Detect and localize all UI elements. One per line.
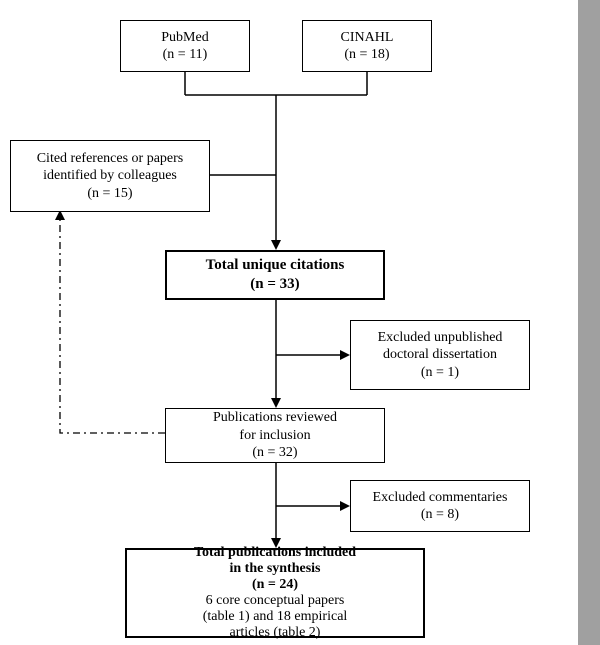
node-text: Excluded commentaries <box>373 489 508 507</box>
node-total-included: Total publications included in the synth… <box>125 548 425 638</box>
node-text: 6 core conceptual papers <box>206 593 345 609</box>
node-cinahl: CINAHL (n = 18) <box>302 20 432 72</box>
node-text: (table 1) and 18 empirical <box>203 609 348 625</box>
node-text: articles (table 2) <box>230 625 321 641</box>
node-text: (n = 8) <box>421 506 459 524</box>
node-text: (n = 32) <box>252 444 297 462</box>
node-reviewed: Publications reviewed for inclusion (n =… <box>165 408 385 463</box>
node-text: (n = 33) <box>250 275 299 294</box>
node-pubmed: PubMed (n = 11) <box>120 20 250 72</box>
node-text: Total unique citations <box>206 256 345 275</box>
flowchart-canvas: PubMed (n = 11) CINAHL (n = 18) Cited re… <box>0 0 600 645</box>
node-excluded-commentaries: Excluded commentaries (n = 8) <box>350 480 530 532</box>
node-cited-refs: Cited references or papers identified by… <box>10 140 210 212</box>
node-text: in the synthesis <box>229 561 320 577</box>
vertical-scrollbar[interactable] <box>578 0 600 645</box>
node-text: CINAHL <box>341 29 394 47</box>
node-text: doctoral dissertation <box>383 346 497 364</box>
node-text: Publications reviewed <box>213 409 337 427</box>
node-text: (n = 18) <box>344 46 389 64</box>
node-text: (n = 24) <box>252 577 298 593</box>
node-text: Cited references or papers <box>37 150 184 168</box>
node-text: Excluded unpublished <box>378 329 503 347</box>
node-text: (n = 11) <box>163 46 208 64</box>
node-excluded-dissertation: Excluded unpublished doctoral dissertati… <box>350 320 530 390</box>
node-text: (n = 15) <box>87 185 132 203</box>
node-text: (n = 1) <box>421 364 459 382</box>
node-text: PubMed <box>161 29 208 47</box>
node-text: Total publications included <box>194 545 356 561</box>
node-text: identified by colleagues <box>43 167 177 185</box>
node-total-unique: Total unique citations (n = 33) <box>165 250 385 300</box>
node-text: for inclusion <box>239 427 310 445</box>
